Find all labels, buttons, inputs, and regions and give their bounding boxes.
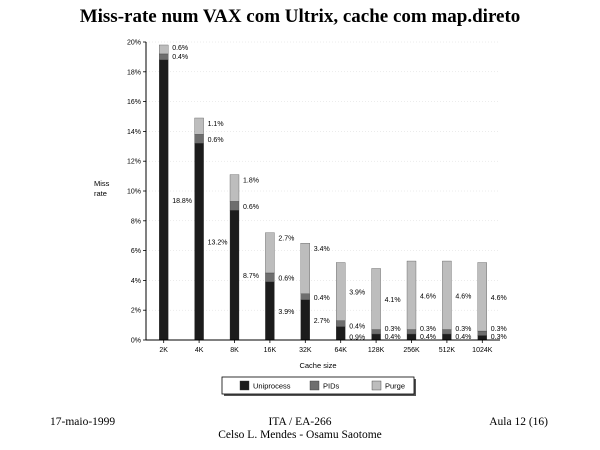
x-tick-label: 32K	[299, 347, 312, 354]
legend-label-purge: Purge	[385, 382, 405, 391]
bar-segment-uniprocess	[371, 333, 381, 341]
data-label-pids: 0.6%	[243, 204, 259, 211]
footer-date: 17-maio-1999	[50, 416, 116, 428]
bar-segment-purge	[229, 174, 240, 202]
data-label-uniprocess: 3.9%	[278, 309, 294, 316]
bar-segment-uniprocess	[406, 333, 417, 341]
bar-segment-purge	[265, 232, 275, 274]
legend-swatch-pids	[309, 380, 320, 391]
y-tick-label: 2%	[131, 308, 141, 315]
data-label-purge: 4.6%	[455, 293, 471, 300]
data-label-pids: 0.6%	[208, 137, 224, 144]
y-axis-label-line1: Miss	[94, 179, 110, 188]
bar-segment-pids	[371, 329, 381, 335]
bar-segment-purge	[159, 44, 169, 55]
x-tick-label: 512K	[439, 347, 456, 354]
bar-segment-uniprocess	[265, 281, 275, 341]
y-tick-label: 14%	[127, 129, 141, 136]
data-label-uniprocess: 18.8%	[172, 198, 192, 205]
legend-label-pids: PIDs	[323, 382, 340, 391]
y-tick-label: 18%	[127, 69, 141, 76]
data-label-uniprocess: 8.7%	[243, 273, 259, 280]
bar-segment-purge	[442, 260, 452, 330]
data-label-purge: 3.4%	[314, 246, 330, 253]
y-tick-label: 12%	[127, 159, 141, 166]
y-tick-label: 10%	[127, 189, 141, 196]
legend-swatch-purge	[371, 380, 382, 391]
data-label-uniprocess: 0.4%	[420, 334, 436, 341]
bar-segment-pids	[406, 329, 417, 335]
bar-segment-uniprocess	[442, 333, 452, 341]
legend-swatch-uniprocess	[239, 380, 250, 391]
legend-label-uniprocess: Uniprocess	[253, 382, 291, 391]
footer-lecture: Aula 12 (16)	[489, 416, 548, 428]
bar-segment-purge	[371, 268, 381, 330]
bar-segment-purge	[336, 262, 346, 321]
y-tick-label: 20%	[127, 40, 141, 47]
x-tick-label: 128K	[368, 347, 385, 354]
bar-segment-uniprocess	[194, 143, 204, 341]
bar-segment-uniprocess	[336, 326, 346, 341]
data-label-purge: 3.9%	[349, 290, 365, 297]
data-label-pids: 0.6%	[278, 275, 294, 282]
y-tick-label: 0%	[131, 338, 141, 345]
y-axis-label-line2: rate	[94, 189, 107, 198]
legend: Uniprocess PIDs Purge	[221, 376, 416, 396]
data-label-pids: 0.4%	[349, 323, 365, 330]
data-label-purge: 4.1%	[385, 297, 401, 304]
slide-title: Miss-rate num VAX com Ultrix, cache com …	[79, 6, 521, 27]
bar-segment-uniprocess	[229, 210, 240, 341]
x-tick-label: 8K	[230, 347, 239, 354]
bar-segment-purge	[300, 242, 310, 294]
data-label-pids: 0.3%	[420, 326, 436, 333]
footer-course: ITA / EA-266 Celso L. Mendes - Osamu Sao…	[0, 416, 600, 442]
data-label-uniprocess: 0.3%	[491, 334, 507, 341]
data-label-pids: 0.4%	[314, 295, 330, 302]
bar-segment-pids	[300, 293, 310, 300]
bar-segment-pids	[442, 329, 452, 335]
bar-segment-purge	[406, 260, 417, 330]
x-tick-label: 2K	[159, 347, 168, 354]
bar-segment-purge	[194, 117, 204, 135]
x-tick-label: 256K	[403, 347, 420, 354]
x-tick-label: 64K	[334, 347, 347, 354]
y-tick-label: 6%	[131, 248, 141, 255]
data-label-uniprocess: 13.2%	[208, 240, 228, 247]
x-tick-label: 1024K	[472, 347, 493, 354]
x-tick-label: 16K	[264, 347, 277, 354]
data-label-pids: 0.3%	[455, 326, 471, 333]
data-label-pids: 0.3%	[491, 326, 507, 333]
bar-segment-pids	[159, 53, 169, 61]
x-tick-label: 4K	[195, 347, 204, 354]
bar-segment-uniprocess	[300, 299, 310, 341]
bar-segment-purge	[477, 262, 487, 332]
data-label-uniprocess: 0.4%	[385, 334, 401, 341]
bar-segment-pids	[477, 330, 487, 336]
data-label-purge: 0.6%	[172, 45, 188, 52]
data-label-purge: 4.6%	[420, 293, 436, 300]
y-tick-label: 4%	[131, 278, 141, 285]
data-label-purge: 2.7%	[278, 236, 294, 243]
y-tick-label: 8%	[131, 218, 141, 225]
data-label-purge: 1.8%	[243, 178, 259, 185]
x-axis-label: Cache size	[299, 361, 336, 370]
bar-segment-pids	[265, 272, 275, 283]
y-tick-label: 16%	[127, 99, 141, 106]
bar-segment-uniprocess	[159, 59, 169, 341]
data-label-uniprocess: 0.4%	[455, 334, 471, 341]
bar-segment-pids	[229, 201, 240, 211]
data-label-pids: 0.4%	[172, 54, 188, 61]
data-label-uniprocess: 0.9%	[349, 334, 365, 341]
bar-segment-pids	[194, 134, 204, 144]
data-label-uniprocess: 2.7%	[314, 318, 330, 325]
data-label-purge: 4.6%	[491, 295, 507, 302]
footer-course-line2: Celso L. Mendes - Osamu Saotome	[218, 429, 382, 441]
bar-segment-pids	[336, 320, 346, 327]
footer-course-line1: ITA / EA-266	[268, 416, 332, 428]
data-label-purge: 1.1%	[208, 121, 224, 128]
bar-segment-uniprocess	[477, 335, 487, 341]
data-label-pids: 0.3%	[385, 326, 401, 333]
